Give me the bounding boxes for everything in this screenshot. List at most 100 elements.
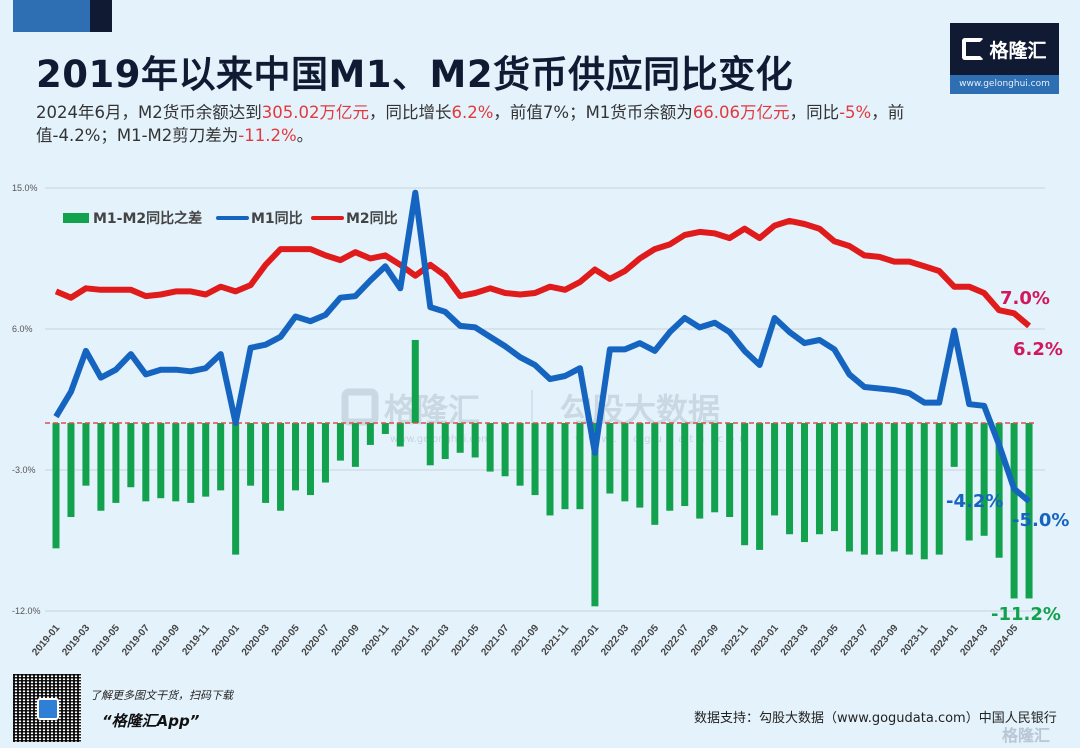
logo-g-icon (962, 38, 985, 60)
diff-bar (890, 423, 898, 552)
x-tick-label: 2022-05 (629, 623, 661, 659)
m2-last-label: 6.2% (1013, 339, 1063, 360)
qr-logo-icon (37, 698, 59, 720)
diff-bar (666, 423, 674, 511)
diff-bar (381, 423, 389, 434)
diff-bar (127, 423, 135, 488)
subtitle-text: ，同比 (789, 103, 840, 122)
y-tick-label: -12.0% (12, 606, 41, 616)
watermark-left-url: www.gelonghui.com (390, 434, 491, 445)
x-tick-label: 2021-11 (540, 623, 572, 658)
diff-bar (756, 423, 764, 550)
x-tick-label: 2020-05 (270, 623, 302, 659)
diff-bars (52, 339, 1033, 607)
diff-bar (651, 423, 659, 525)
logo-url: www.gelonghui.com (950, 75, 1059, 94)
x-tick-label: 2020-07 (300, 623, 332, 659)
diff-bar (321, 423, 329, 483)
diff-bar (681, 423, 689, 507)
diff-bar (247, 423, 255, 486)
accent-block-blue (13, 0, 90, 32)
diff-bar (830, 423, 838, 532)
diff-bar (232, 423, 240, 555)
x-tick-label: 2023-07 (839, 623, 871, 659)
diff-bar (1025, 423, 1033, 599)
diff-bar (411, 339, 419, 423)
x-tick-label: 2024-01 (928, 623, 960, 659)
data-source: 数据支持：勾股大数据（www.gogudata.com）中国人民银行 (694, 711, 1057, 726)
x-tick-label: 2020-01 (210, 623, 242, 659)
subtitle-highlight: 305.02万亿元 (261, 103, 369, 122)
diff-bar (875, 423, 883, 555)
accent-block-dark (90, 0, 112, 32)
x-tick-label: 2019-01 (30, 623, 62, 659)
chart: 15.0%6.0%-3.0%-12.0% 格隆汇 www.gelonghui.c… (12, 183, 1069, 659)
diff-bar (726, 423, 734, 517)
y-tick-label: -3.0% (12, 465, 36, 475)
diff-bar (172, 423, 180, 502)
diff-bar (396, 423, 404, 447)
x-tick-label: 2020-09 (330, 623, 362, 659)
x-tick-label: 2020-03 (240, 623, 272, 659)
diff-bar (97, 423, 105, 511)
logo-name: 格隆汇 (989, 39, 1047, 62)
x-tick-label: 2021-01 (390, 623, 422, 659)
watermark-right-url: www.gogudata.com (575, 434, 754, 445)
x-tick-label: 2024-03 (958, 623, 990, 659)
gelonghui-logo: 格隆汇 www.gelonghui.com (950, 23, 1059, 94)
diff-bar (920, 423, 928, 560)
y-tick-label: 15.0% (12, 183, 38, 193)
x-tick-label: 2023-05 (809, 623, 841, 659)
qr-code[interactable] (13, 674, 81, 742)
m1-last-label: -5.0% (1012, 510, 1069, 531)
diff-bar (786, 423, 794, 535)
x-tick-label: 2019-07 (120, 623, 152, 659)
diff-bar (995, 423, 1003, 558)
x-tick-label: 2022-11 (719, 623, 751, 658)
subtitle-text: 2024年6月，M2货币余额达到 (36, 103, 262, 122)
legend-m2-label: M2同比 (346, 210, 398, 227)
diff-bar (112, 423, 120, 503)
diff-bar (456, 423, 464, 453)
diff-bar (262, 423, 270, 503)
diff-bar (277, 423, 285, 511)
x-tick-label: 2019-05 (90, 623, 122, 659)
diff-bar (471, 423, 479, 458)
diff-bar (426, 423, 434, 466)
diff-bar (980, 423, 988, 536)
diff-bar (950, 423, 958, 467)
diff-bar (187, 423, 195, 503)
subtitle-text: ，前值-4.2%；M1-M2剪刀差为 (36, 103, 905, 145)
x-tick-label: 2024-05 (988, 623, 1020, 659)
x-tick-label: 2023-03 (779, 623, 811, 659)
x-tick-label: 2023-01 (749, 623, 781, 659)
diff-bar (142, 423, 150, 502)
diff-bar (606, 423, 614, 494)
subtitle-text: ，同比增长 (368, 103, 452, 122)
corner-watermark: 格隆汇 (1002, 726, 1051, 745)
x-tick-label: 2021-03 (419, 623, 451, 659)
diff-bar (561, 423, 569, 510)
x-tick-label: 2022-03 (599, 623, 631, 659)
diff-bar (157, 423, 165, 499)
diff-bar (202, 423, 210, 497)
subtitle-text: ，前值7%；M1货币余额为 (493, 103, 693, 122)
m2-prev-label: 7.0% (1000, 288, 1050, 309)
legend-m1-label: M1同比 (251, 210, 303, 227)
subtitle-highlight: 6.2% (451, 103, 494, 122)
x-tick-label: 2020-11 (360, 623, 392, 658)
subtitle-highlight: -5% (839, 103, 872, 122)
page-title: 2019年以来中国M1、M2货币供应同比变化 (36, 53, 794, 96)
subtitle-highlight: 66.06万亿元 (692, 103, 790, 122)
promo-app-name: “格隆汇App” (102, 712, 200, 730)
m1-line (53, 189, 1032, 504)
diff-bar (636, 423, 644, 508)
diff-bar (217, 423, 225, 491)
x-tick-label: 2022-01 (569, 623, 601, 659)
diff-bar (860, 423, 868, 555)
diff-bar (621, 423, 629, 502)
diff-bar (531, 423, 539, 496)
diff-bar (486, 423, 494, 472)
diff-bar (965, 423, 973, 541)
x-tick-label: 2021-09 (509, 623, 541, 659)
